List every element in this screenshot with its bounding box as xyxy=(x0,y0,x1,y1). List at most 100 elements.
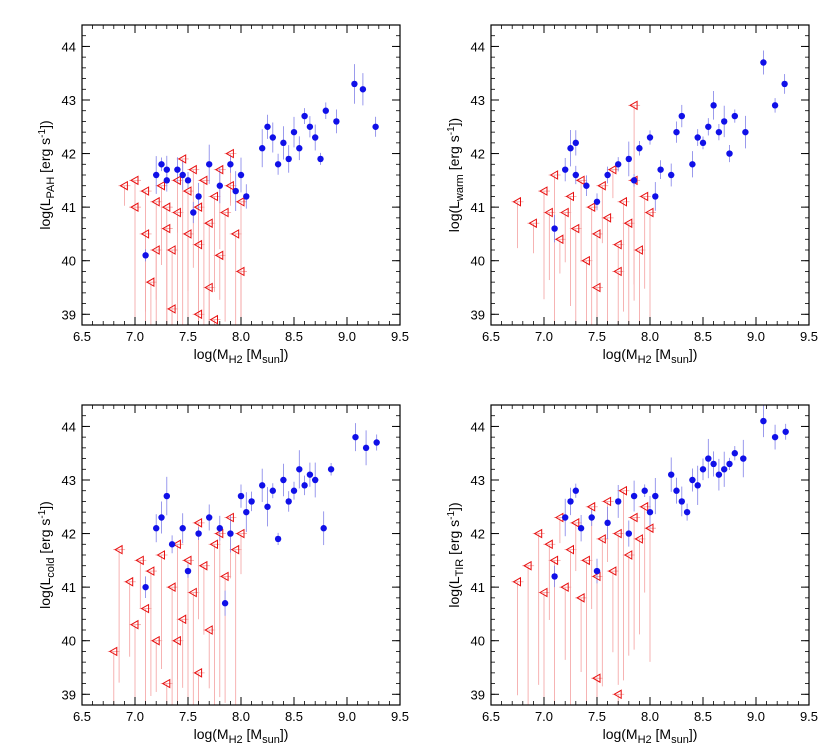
detection-point xyxy=(312,476,319,484)
upper-limit-point xyxy=(177,614,187,625)
x-tick-label: 8.0 xyxy=(641,329,659,344)
detection-point xyxy=(320,525,327,532)
detection-point xyxy=(699,466,707,473)
detection-point xyxy=(630,177,638,184)
y-tick-label: 44 xyxy=(471,39,485,54)
upper-limit-point xyxy=(145,566,155,576)
upper-limit-point xyxy=(172,207,181,218)
detection-point xyxy=(562,514,569,521)
y-tick-label: 39 xyxy=(471,687,485,702)
upper-limit-point xyxy=(618,196,627,207)
detection-point xyxy=(705,455,712,462)
y-tick-label: 42 xyxy=(62,147,76,162)
x-tick-label: 9.0 xyxy=(747,329,765,344)
upper-limit-point xyxy=(135,555,144,566)
x-tick-label: 7.5 xyxy=(588,709,606,724)
detection-point xyxy=(740,455,747,462)
y-tick-label: 42 xyxy=(62,527,76,542)
detection-point xyxy=(652,193,659,200)
upper-limit-point xyxy=(193,239,203,250)
detection-point xyxy=(163,492,170,500)
upper-limit-point xyxy=(198,175,208,186)
detection-point xyxy=(652,492,659,500)
detection-point xyxy=(625,530,632,537)
detection-point xyxy=(216,525,223,532)
detection-point xyxy=(142,252,149,259)
upper-limit-point xyxy=(581,255,590,266)
upper-limit-point xyxy=(597,180,606,191)
upper-limit-point xyxy=(225,148,234,159)
y-axis-label: log(LTIR [erg s-1]) xyxy=(446,502,466,607)
y-axis-label: log(LPAH [erg s-1]) xyxy=(37,120,57,229)
detection-point xyxy=(593,198,601,205)
upper-limit-point xyxy=(528,218,537,229)
detection-point xyxy=(641,487,648,494)
detection-point xyxy=(572,171,579,179)
upper-limit-point xyxy=(634,534,643,544)
upper-limit-point xyxy=(230,229,240,239)
upper-limit-point xyxy=(129,619,139,630)
x-tick-label: 6.5 xyxy=(482,709,500,724)
upper-limit-point xyxy=(607,566,617,576)
detection-point xyxy=(689,161,696,168)
x-tick-label: 8.0 xyxy=(232,329,250,344)
panel-bottom-left: 6.5 7.0 7.5 8.0 8.5 9.0 9.5 39 40 41 42 43 44 log(MH2… xyxy=(37,404,409,746)
detection-point xyxy=(742,128,749,136)
detection-point xyxy=(657,166,664,173)
detection-point xyxy=(781,80,788,88)
upper-limit-point xyxy=(629,512,638,523)
detection-point xyxy=(301,482,308,489)
detection-point xyxy=(760,417,767,425)
x-tick-label: 8.5 xyxy=(694,709,712,724)
upper-limit-point xyxy=(172,635,181,646)
x-axis-label: log(MH2 [Msun]) xyxy=(603,346,698,366)
y-tick-label: 39 xyxy=(62,307,76,322)
x-tick-label: 7.0 xyxy=(126,329,144,344)
detection-point xyxy=(705,123,712,130)
detection-point xyxy=(372,123,379,130)
upper-limit-point xyxy=(613,528,622,539)
detection-point xyxy=(373,439,380,446)
y-tick-label: 39 xyxy=(62,687,76,702)
detection-point xyxy=(615,161,622,168)
detection-point xyxy=(216,182,223,189)
upper-limit-point xyxy=(544,207,553,218)
detection-point xyxy=(577,525,585,532)
detection-point xyxy=(583,182,590,189)
upper-limit-point xyxy=(188,164,197,175)
x-tick-label: 9.0 xyxy=(338,709,356,724)
detection-point xyxy=(153,525,160,532)
detection-point xyxy=(206,514,213,521)
upper-limit-point xyxy=(639,501,649,512)
upper-limit-point xyxy=(235,528,245,539)
upper-limit-point xyxy=(140,229,150,239)
detection-point xyxy=(259,145,266,152)
upper-limit-point xyxy=(209,191,218,202)
upper-limit-point xyxy=(560,582,569,593)
detection-point xyxy=(760,59,767,66)
x-tick-label: 7.0 xyxy=(535,329,553,344)
detection-point xyxy=(625,155,632,163)
upper-limit-point xyxy=(151,196,160,207)
x-tick-label: 7.0 xyxy=(535,709,553,724)
detection-point xyxy=(646,508,654,516)
upper-limit-point xyxy=(177,154,187,164)
upper-limit-point xyxy=(167,245,176,255)
x-tick-label: 9.5 xyxy=(800,709,818,724)
detection-point xyxy=(264,503,271,510)
detection-point xyxy=(264,123,271,130)
detection-point xyxy=(551,225,558,232)
upper-limit-point xyxy=(129,202,139,213)
detection-point xyxy=(604,519,611,527)
y-tick-label: 40 xyxy=(471,254,485,269)
detection-point xyxy=(593,567,601,575)
upper-limit-point xyxy=(156,180,165,191)
x-tick-label: 9.0 xyxy=(338,329,356,344)
detection-point xyxy=(195,530,202,537)
upper-limit-point xyxy=(644,523,654,534)
upper-limit-point xyxy=(204,218,213,229)
y-tick-label: 43 xyxy=(471,93,485,108)
x-tick-label: 7.5 xyxy=(588,329,606,344)
detection-point xyxy=(269,487,276,494)
detection-point xyxy=(630,492,638,500)
